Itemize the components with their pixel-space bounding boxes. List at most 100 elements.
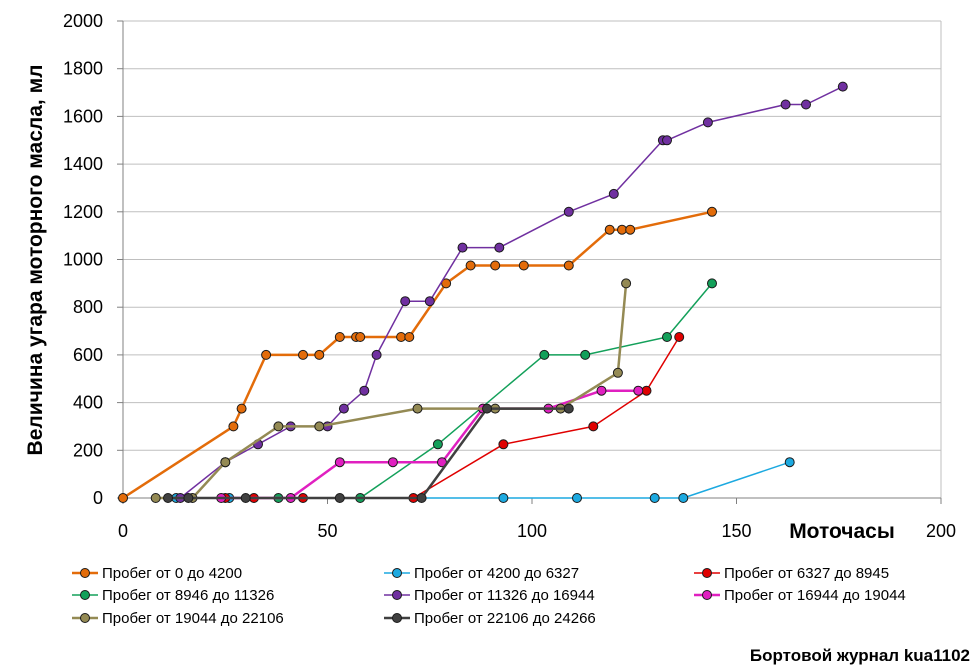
legend-swatch-marker bbox=[80, 613, 90, 623]
legend-swatch-marker bbox=[392, 613, 402, 623]
data-point bbox=[334, 332, 345, 342]
y-tick-label: 1400 bbox=[63, 154, 103, 174]
legend-swatch-marker bbox=[702, 590, 712, 600]
data-point bbox=[707, 206, 717, 217]
data-point bbox=[674, 332, 685, 342]
legend-item: Пробег от 19044 до 22106 bbox=[72, 610, 284, 627]
data-point bbox=[150, 493, 161, 503]
legend-label: Пробег от 6327 до 8945 bbox=[724, 565, 889, 582]
series-6 bbox=[216, 385, 644, 503]
data-point bbox=[220, 457, 231, 468]
y-tick-label: 2000 bbox=[63, 11, 103, 31]
series-layer bbox=[118, 81, 848, 503]
y-tick-label: 0 bbox=[93, 488, 103, 508]
data-point bbox=[416, 493, 427, 503]
data-point bbox=[261, 349, 272, 360]
x-tick-label: 0 bbox=[118, 521, 128, 541]
data-point bbox=[371, 349, 382, 360]
series-line bbox=[168, 407, 569, 500]
data-point bbox=[837, 81, 848, 92]
legend-label: Пробег от 22106 до 24266 bbox=[414, 610, 596, 627]
x-tick-label: 200 bbox=[926, 521, 956, 541]
x-tick-label: 150 bbox=[721, 521, 751, 541]
data-point bbox=[539, 349, 550, 360]
data-point bbox=[801, 99, 811, 110]
legend-label: Пробег от 16944 до 19044 bbox=[724, 587, 906, 604]
series-line bbox=[221, 389, 639, 500]
data-point bbox=[314, 421, 325, 432]
series-7 bbox=[150, 278, 632, 503]
series-1 bbox=[118, 206, 717, 503]
data-point bbox=[412, 403, 423, 414]
series-8 bbox=[163, 403, 574, 503]
data-point bbox=[240, 493, 251, 503]
data-point bbox=[617, 224, 627, 235]
series-2 bbox=[171, 457, 795, 503]
series-5 bbox=[175, 81, 848, 503]
legend-swatch-marker bbox=[392, 590, 402, 600]
data-point bbox=[236, 403, 247, 414]
data-point bbox=[580, 349, 591, 360]
data-point bbox=[563, 403, 574, 414]
data-point bbox=[118, 493, 128, 503]
data-point bbox=[432, 439, 443, 450]
data-point bbox=[608, 188, 619, 199]
y-tick-label: 1200 bbox=[63, 202, 103, 222]
data-point bbox=[621, 278, 632, 289]
data-point bbox=[707, 278, 717, 289]
y-tick-label: 200 bbox=[73, 440, 103, 460]
data-point bbox=[314, 349, 325, 360]
data-point bbox=[387, 457, 398, 468]
data-point bbox=[596, 385, 607, 396]
data-point bbox=[612, 367, 623, 378]
y-tick-label: 1000 bbox=[63, 250, 103, 270]
data-point bbox=[678, 493, 689, 503]
y-tick-label: 1600 bbox=[63, 106, 103, 126]
data-point bbox=[359, 385, 370, 396]
data-point bbox=[518, 260, 529, 271]
data-point bbox=[424, 296, 435, 307]
series-3 bbox=[220, 332, 685, 503]
data-point bbox=[563, 260, 574, 271]
legend-item: Пробег от 4200 до 6327 bbox=[384, 565, 579, 582]
y-tick-label: 400 bbox=[73, 393, 103, 413]
data-point bbox=[482, 403, 492, 414]
data-point bbox=[702, 117, 713, 128]
legend-item: Пробег от 0 до 4200 bbox=[72, 565, 242, 582]
series-line bbox=[155, 283, 628, 500]
data-point bbox=[784, 457, 795, 468]
data-point bbox=[400, 296, 411, 307]
legend-label: Пробег от 8946 до 11326 bbox=[102, 587, 274, 604]
legend-item: Пробег от 16944 до 19044 bbox=[694, 587, 906, 604]
x-tick-label: 100 bbox=[517, 521, 547, 541]
gridlines bbox=[123, 20, 942, 499]
y-tick-label: 800 bbox=[73, 297, 103, 317]
data-point bbox=[780, 99, 791, 110]
data-point bbox=[494, 242, 505, 253]
series-line bbox=[225, 336, 680, 499]
y-axis-label: Величина угара моторного масла, мл bbox=[24, 65, 47, 456]
x-tick-label: 50 bbox=[317, 521, 337, 541]
legend-item: Пробег от 8946 до 11326 bbox=[72, 587, 274, 604]
legend-item: Пробег от 11326 до 16944 bbox=[384, 587, 595, 604]
data-point bbox=[457, 242, 468, 253]
data-point bbox=[183, 493, 194, 503]
data-point bbox=[355, 332, 366, 342]
data-point bbox=[163, 493, 173, 503]
axes bbox=[117, 20, 942, 504]
data-point bbox=[572, 493, 582, 503]
legend: Пробег от 0 до 4200 Пробег от 4200 до 632… bbox=[72, 565, 906, 627]
data-point bbox=[641, 385, 652, 396]
legend-swatch-marker bbox=[702, 568, 712, 578]
series-line bbox=[176, 461, 790, 499]
y-tick-label: 600 bbox=[73, 345, 103, 365]
x-axis-label: Моточасы bbox=[789, 520, 895, 543]
data-point bbox=[404, 332, 415, 342]
y-tick-label: 1800 bbox=[63, 59, 103, 79]
data-point bbox=[649, 493, 660, 503]
series-line bbox=[179, 85, 844, 499]
data-point bbox=[662, 332, 672, 342]
data-point bbox=[298, 349, 308, 360]
legend-label: Пробег от 0 до 4200 bbox=[102, 565, 242, 582]
data-point bbox=[334, 457, 345, 468]
